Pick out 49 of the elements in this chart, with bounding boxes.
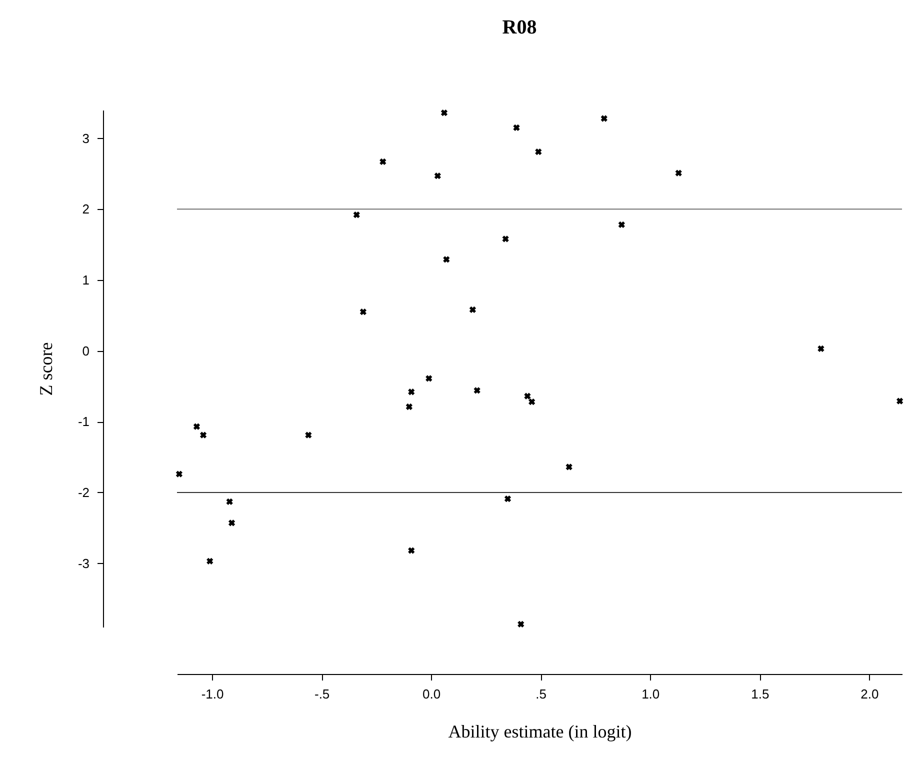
point: [226, 498, 233, 505]
point: [566, 464, 572, 470]
point: [426, 375, 432, 382]
point: [440, 110, 448, 116]
point: [502, 236, 509, 242]
point: [618, 221, 625, 228]
point: [193, 423, 200, 430]
y-tick-label: -1: [78, 414, 90, 430]
point: [206, 558, 214, 564]
y-axis-title: Z score: [36, 342, 56, 396]
y-tick-label: -2: [78, 484, 90, 500]
point: [353, 211, 360, 218]
point: [675, 170, 682, 176]
point: [524, 392, 531, 400]
point: [228, 520, 236, 526]
point: [176, 470, 183, 478]
y-tick-label: 0: [82, 343, 90, 358]
point: [305, 432, 312, 438]
y-tick-label: 1: [82, 272, 90, 288]
point: [518, 620, 524, 628]
point: [504, 495, 512, 502]
point: [896, 398, 904, 404]
point: [443, 256, 450, 263]
x-axis-title: Ability estimate (in logit): [448, 722, 632, 742]
point: [600, 115, 608, 122]
point: [528, 398, 536, 406]
point: [469, 306, 476, 314]
chart-title: R08: [502, 16, 537, 39]
x-tick-label: 1.0: [642, 686, 660, 702]
x-tick-label: 0.0: [422, 686, 441, 702]
point: [200, 432, 207, 438]
point: [408, 388, 415, 396]
point: [513, 124, 520, 132]
point: [360, 308, 366, 316]
point: [535, 148, 542, 156]
x-tick-label: 1.5: [751, 686, 770, 702]
y-tick-label: 2: [82, 202, 90, 217]
point: [406, 403, 412, 410]
y-tick-label: -3: [78, 556, 90, 571]
point: [434, 172, 441, 180]
point: [474, 387, 480, 394]
point: [818, 345, 824, 352]
y-tick-label: 3: [82, 130, 90, 146]
x-tick-label: 2.0: [860, 686, 879, 702]
point: [380, 158, 386, 166]
x-tick-label: -.5: [314, 686, 330, 702]
x-tick-label: .5: [536, 686, 547, 702]
x-tick-label: -1.0: [201, 686, 224, 702]
point: [408, 547, 415, 554]
